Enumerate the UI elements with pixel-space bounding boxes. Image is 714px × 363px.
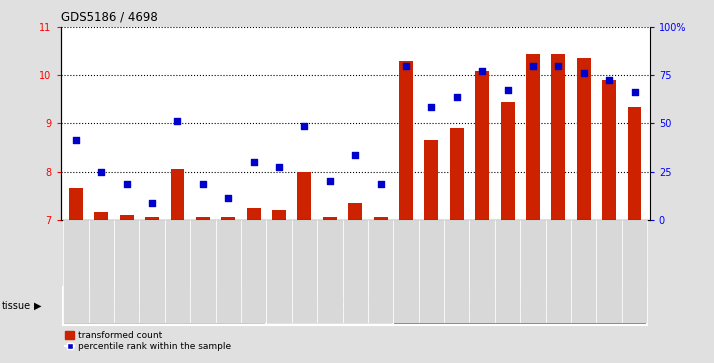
Point <box>172 118 183 124</box>
Bar <box>373 217 388 220</box>
Text: ruptured intracranial aneurysm: ruptured intracranial aneurysm <box>99 301 231 310</box>
FancyBboxPatch shape <box>266 220 292 323</box>
Point <box>578 70 590 76</box>
Text: tissue: tissue <box>2 301 31 311</box>
Bar <box>145 217 159 220</box>
FancyBboxPatch shape <box>622 220 647 323</box>
Point <box>197 181 208 187</box>
Point <box>451 94 463 100</box>
FancyBboxPatch shape <box>545 220 571 323</box>
Point <box>349 152 361 158</box>
Point <box>375 181 386 187</box>
Point <box>121 181 132 187</box>
Point <box>629 89 640 95</box>
Bar <box>246 208 261 220</box>
Text: GDS5186 / 4698: GDS5186 / 4698 <box>61 11 158 24</box>
FancyBboxPatch shape <box>114 220 139 323</box>
Point <box>273 164 285 170</box>
Point <box>553 63 564 69</box>
Bar <box>69 188 83 220</box>
Point <box>248 159 259 165</box>
Bar <box>551 54 565 220</box>
FancyBboxPatch shape <box>190 220 216 323</box>
Bar <box>120 215 134 220</box>
FancyBboxPatch shape <box>292 220 317 323</box>
FancyBboxPatch shape <box>470 220 495 323</box>
FancyBboxPatch shape <box>165 220 190 323</box>
Bar <box>577 58 590 220</box>
FancyBboxPatch shape <box>368 220 393 323</box>
FancyBboxPatch shape <box>317 220 343 323</box>
FancyBboxPatch shape <box>89 220 114 323</box>
Point <box>223 195 234 201</box>
Bar <box>476 70 489 220</box>
FancyBboxPatch shape <box>495 220 521 323</box>
Bar <box>298 171 311 220</box>
FancyBboxPatch shape <box>521 220 545 323</box>
Point <box>70 137 81 143</box>
Bar <box>221 217 235 220</box>
Bar <box>399 61 413 220</box>
FancyBboxPatch shape <box>266 287 393 325</box>
Bar <box>272 210 286 220</box>
Bar <box>94 212 109 220</box>
Point <box>324 178 336 184</box>
FancyBboxPatch shape <box>393 220 418 323</box>
FancyBboxPatch shape <box>139 220 165 323</box>
FancyBboxPatch shape <box>418 220 444 323</box>
FancyBboxPatch shape <box>343 220 368 323</box>
Text: superficial temporal artery: superficial temporal artery <box>464 301 577 310</box>
Text: ▶: ▶ <box>34 301 42 311</box>
Point <box>298 123 310 129</box>
Legend: transformed count, percentile rank within the sample: transformed count, percentile rank withi… <box>65 331 231 351</box>
Bar <box>171 169 184 220</box>
Bar <box>628 107 641 220</box>
FancyBboxPatch shape <box>596 220 622 323</box>
Text: unruptured intracranial
aneurysm: unruptured intracranial aneurysm <box>281 296 379 315</box>
Bar <box>450 128 464 220</box>
FancyBboxPatch shape <box>571 220 596 323</box>
FancyBboxPatch shape <box>241 220 266 323</box>
Point <box>603 77 615 83</box>
FancyBboxPatch shape <box>216 220 241 323</box>
Bar <box>501 102 515 220</box>
FancyBboxPatch shape <box>64 287 266 325</box>
Point <box>96 168 107 174</box>
Bar <box>424 140 438 220</box>
Point <box>146 200 158 206</box>
Point <box>502 87 513 93</box>
Bar <box>196 217 210 220</box>
FancyBboxPatch shape <box>444 220 470 323</box>
Point <box>527 63 538 69</box>
Bar <box>323 217 337 220</box>
Point <box>476 68 488 73</box>
Point <box>426 104 437 110</box>
Bar <box>526 54 540 220</box>
Bar <box>348 203 362 220</box>
Point <box>401 63 412 69</box>
FancyBboxPatch shape <box>393 287 647 325</box>
FancyBboxPatch shape <box>64 220 89 323</box>
Bar <box>602 80 616 220</box>
